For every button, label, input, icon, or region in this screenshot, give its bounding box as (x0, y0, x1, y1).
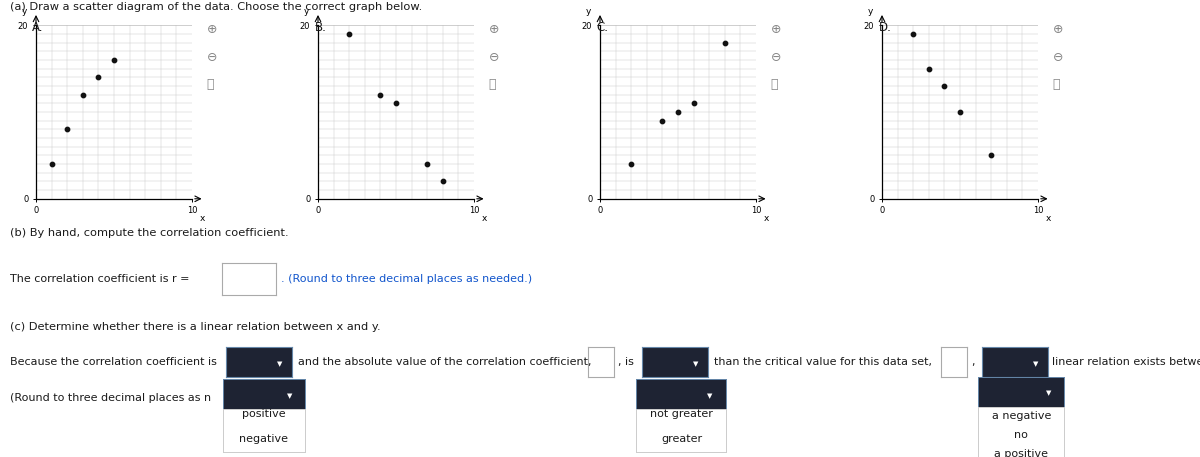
Point (340, 30, 359, 37)
Text: y: y (586, 7, 590, 16)
Text: ⊖: ⊖ (770, 51, 781, 64)
Text: x: x (1046, 214, 1051, 223)
Text: x: x (763, 214, 769, 223)
Text: no: no (1014, 430, 1028, 440)
Text: y: y (22, 7, 26, 16)
Text: y: y (868, 7, 872, 16)
Text: and the absolute value of the correlation coefficient,: and the absolute value of the correlatio… (298, 357, 592, 367)
Point (935, 82, 954, 90)
Text: B.: B. (314, 21, 326, 33)
Text: (b) By hand, compute the correlation coefficient.: (b) By hand, compute the correlation coe… (10, 228, 288, 239)
Text: x: x (482, 214, 487, 223)
Text: ⊖: ⊖ (1052, 51, 1063, 64)
Text: Because the correlation coefficient is: Because the correlation coefficient is (10, 357, 216, 367)
Point (684, 100, 703, 107)
Text: ▼: ▼ (1033, 361, 1038, 367)
Text: a positive: a positive (994, 449, 1049, 457)
Text: , is: , is (618, 357, 634, 367)
Point (371, 91, 390, 98)
Point (104, 56, 124, 64)
Text: ⧆: ⧆ (770, 78, 778, 91)
Text: (Round to three decimal places as n: (Round to three decimal places as n (10, 393, 211, 403)
Text: ▼: ▼ (288, 393, 293, 399)
Text: A.: A. (32, 21, 44, 33)
Point (42, 160, 61, 168)
Point (73, 91, 92, 98)
Point (950, 108, 970, 116)
Text: x: x (199, 214, 205, 223)
Text: ▼: ▼ (277, 361, 282, 367)
Text: (c) Determine whether there is a linear relation between x and y.: (c) Determine whether there is a linear … (10, 322, 380, 332)
Text: linear relation exists between x and y.: linear relation exists between x and y. (1052, 357, 1200, 367)
Text: ,: , (971, 357, 974, 367)
Point (58, 126, 77, 133)
Text: a negative: a negative (991, 411, 1051, 421)
Point (653, 117, 672, 124)
Text: negative: negative (240, 434, 288, 444)
Point (668, 108, 688, 116)
Point (715, 39, 734, 46)
Point (89, 74, 108, 81)
Text: ▼: ▼ (707, 393, 713, 399)
Text: . (Round to three decimal places as needed.): . (Round to three decimal places as need… (281, 274, 532, 284)
Text: ⊕: ⊕ (206, 23, 217, 36)
Point (386, 100, 406, 107)
Text: y: y (304, 7, 308, 16)
Text: ⊕: ⊕ (1052, 23, 1063, 36)
Text: than the critical value for this data set,: than the critical value for this data se… (714, 357, 932, 367)
Text: ⧆: ⧆ (1052, 78, 1060, 91)
Text: ⊖: ⊖ (488, 51, 499, 64)
Text: ▼: ▼ (1046, 390, 1051, 396)
Point (433, 178, 452, 185)
Text: ▼: ▼ (694, 361, 698, 367)
Text: D.: D. (878, 21, 892, 33)
Point (904, 30, 923, 37)
Text: The correlation coefficient is r =: The correlation coefficient is r = (10, 274, 190, 284)
Point (919, 65, 938, 72)
Text: ⊕: ⊕ (770, 23, 781, 36)
Text: ⊖: ⊖ (206, 51, 217, 64)
Text: ⧆: ⧆ (206, 78, 214, 91)
Point (982, 152, 1001, 159)
Text: greater: greater (661, 434, 702, 444)
Text: not greater: not greater (650, 409, 713, 419)
Point (622, 160, 641, 168)
Text: ⊕: ⊕ (488, 23, 499, 36)
Point (418, 160, 437, 168)
Text: C.: C. (596, 21, 608, 33)
Text: ⧆: ⧆ (488, 78, 496, 91)
Text: (a) Draw a scatter diagram of the data. Choose the correct graph below.: (a) Draw a scatter diagram of the data. … (10, 2, 422, 12)
Text: positive: positive (242, 409, 286, 419)
